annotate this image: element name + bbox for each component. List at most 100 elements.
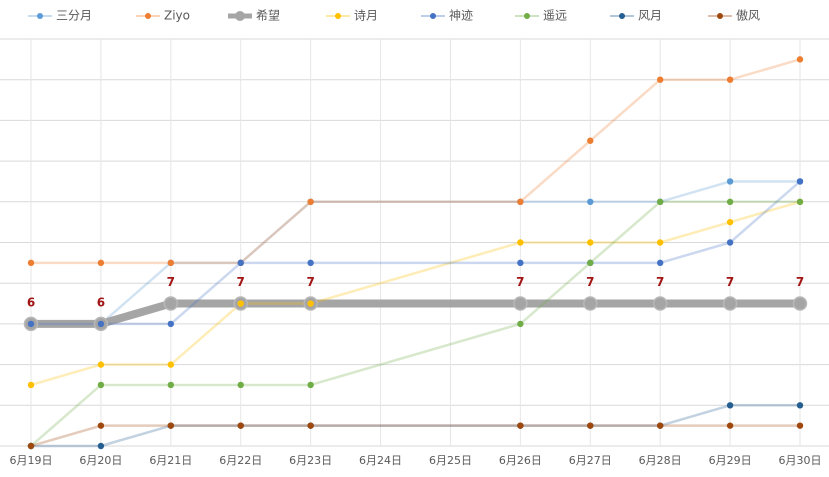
data-point xyxy=(656,422,664,429)
legend-item: 风月 xyxy=(610,9,662,23)
data-point xyxy=(792,296,808,311)
x-tick-label: 6月22日 xyxy=(219,454,262,467)
value-label: 7 xyxy=(306,275,314,289)
series-line-segment xyxy=(658,241,732,265)
x-tick-label: 6月20日 xyxy=(79,454,122,467)
data-point xyxy=(163,296,179,311)
data-point xyxy=(97,381,105,389)
legend-label: 风月 xyxy=(638,9,662,23)
data-point xyxy=(722,296,738,311)
series-line-segment xyxy=(239,200,312,265)
data-point xyxy=(726,422,734,429)
data-point xyxy=(517,259,524,267)
x-tick-label: 6月29日 xyxy=(709,454,752,467)
legend-marker xyxy=(717,13,723,19)
data-point xyxy=(307,259,314,267)
legend-item: 三分月 xyxy=(28,9,92,23)
data-point xyxy=(27,381,35,389)
legend-marker xyxy=(524,13,530,19)
value-label: 7 xyxy=(796,275,804,289)
data-point xyxy=(97,442,105,450)
data-point xyxy=(796,422,804,429)
data-point xyxy=(587,259,594,267)
series-line-segment xyxy=(29,363,103,387)
series-line-segment xyxy=(728,58,802,81)
data-point xyxy=(726,218,734,226)
legend-item: 傲风 xyxy=(708,8,760,23)
data-point xyxy=(237,300,244,307)
data-point xyxy=(726,402,734,409)
data-point xyxy=(27,442,35,450)
data-point xyxy=(583,296,598,311)
series-line-segment xyxy=(589,200,662,265)
x-tick-label: 6月24日 xyxy=(359,454,402,467)
data-point xyxy=(726,198,734,205)
data-point xyxy=(97,422,105,429)
data-point xyxy=(796,56,804,63)
data-point xyxy=(796,178,804,185)
data-point xyxy=(27,320,35,328)
data-point xyxy=(27,259,35,267)
x-tick-label: 6月19日 xyxy=(10,454,53,467)
data-point xyxy=(307,198,314,205)
data-point xyxy=(652,296,668,311)
data-point xyxy=(587,198,594,205)
data-point xyxy=(726,76,734,83)
data-point xyxy=(167,259,175,267)
legend-label: 傲风 xyxy=(736,8,760,23)
series-line-segment xyxy=(658,180,732,204)
legend-marker xyxy=(37,13,43,19)
data-point xyxy=(97,361,105,368)
series-line-segment xyxy=(29,383,103,448)
value-label: 7 xyxy=(656,275,664,289)
series-line-segment xyxy=(99,424,173,448)
legend-item: 诗月 xyxy=(326,9,378,23)
x-tick-label: 6月25日 xyxy=(429,454,472,467)
data-point xyxy=(656,259,664,267)
data-point xyxy=(517,320,524,328)
data-point xyxy=(656,76,664,83)
value-label: 6 xyxy=(27,295,35,309)
value-label: 7 xyxy=(726,275,734,289)
data-point xyxy=(97,320,105,328)
series-line-segment xyxy=(589,78,662,142)
legend-marker xyxy=(145,13,151,19)
data-point xyxy=(517,198,524,205)
data-point xyxy=(167,320,175,328)
series-line-segment xyxy=(29,424,103,448)
legend-marker xyxy=(619,13,625,19)
series-line-segment xyxy=(309,322,522,387)
x-tick-label: 6月28日 xyxy=(639,454,682,467)
data-point xyxy=(587,137,594,144)
series-line-segment xyxy=(239,200,312,265)
data-point xyxy=(796,198,804,205)
legend-marker xyxy=(430,13,436,19)
legend-item: 希望 xyxy=(228,8,280,23)
data-point xyxy=(513,296,528,311)
data-point xyxy=(726,239,734,246)
data-point xyxy=(167,381,175,389)
series-line-segment xyxy=(728,200,802,224)
data-point xyxy=(97,259,105,267)
value-label: 7 xyxy=(167,275,175,289)
value-label: 6 xyxy=(97,295,105,309)
legend-marker xyxy=(235,11,245,21)
data-point xyxy=(307,381,314,389)
data-point xyxy=(307,422,314,429)
data-point xyxy=(726,178,734,185)
data-point xyxy=(237,422,244,429)
series-line-segment xyxy=(309,241,522,305)
legend-label: Ziyo xyxy=(164,9,190,23)
series-line-segment xyxy=(658,220,732,244)
data-point xyxy=(237,259,244,267)
series-line-segment xyxy=(519,261,592,326)
legend-label: 神迹 xyxy=(449,9,473,23)
data-point xyxy=(307,300,314,307)
data-point xyxy=(237,381,244,389)
x-tick-label: 6月27日 xyxy=(569,454,612,467)
series-line-segment xyxy=(658,404,732,427)
data-point xyxy=(517,422,524,429)
series-line-segment xyxy=(519,139,592,204)
data-point xyxy=(587,422,594,429)
